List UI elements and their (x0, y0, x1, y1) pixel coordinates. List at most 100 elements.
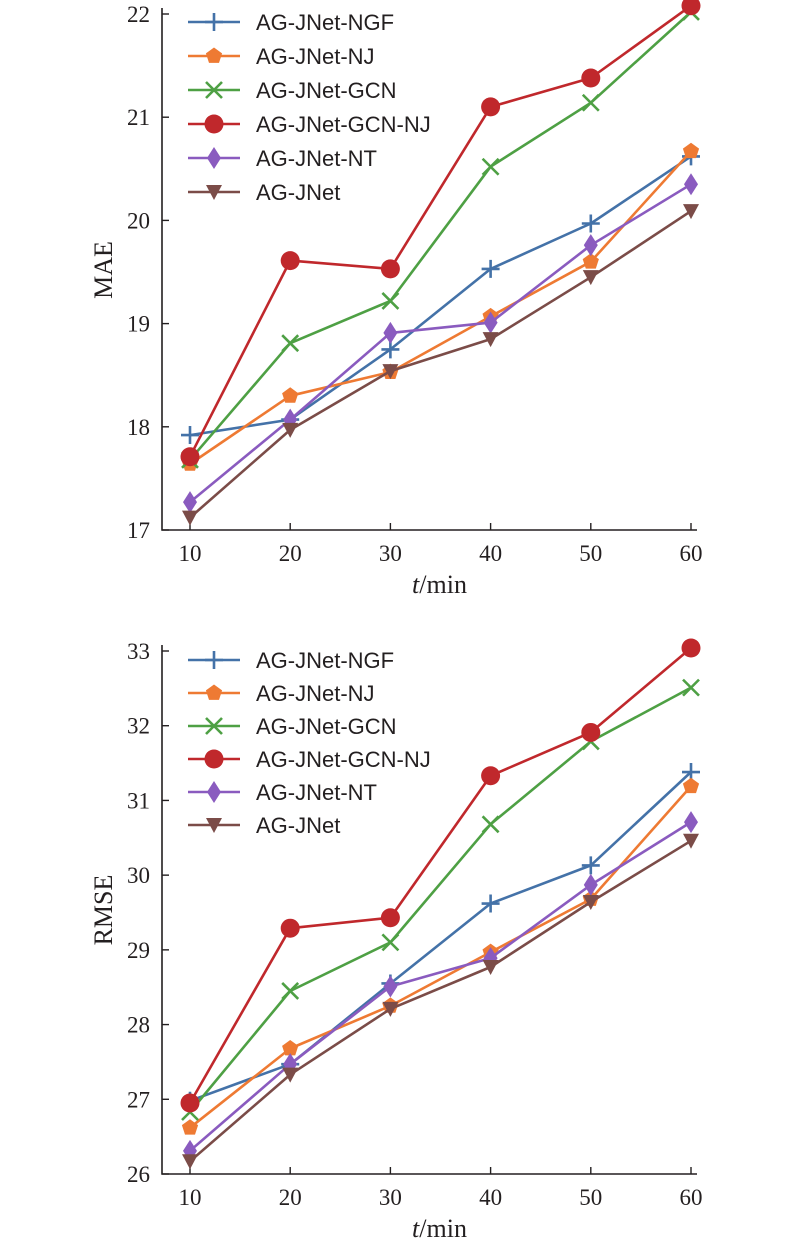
legend-item-ag-jnet-nj: AG-JNet-NJ (188, 681, 375, 706)
rmse-xtick-label: 40 (479, 1185, 502, 1210)
marker-ag-jnet-gcn-x (281, 334, 300, 353)
legend-item-ag-jnet: AG-JNet (188, 180, 340, 205)
marker-ag-jnet-gcn-nj-circle (204, 749, 224, 769)
mae-ytick-label: 17 (127, 518, 150, 543)
marker-ag-jnet-triangle (582, 270, 599, 286)
mae-series-ag-jnet (182, 204, 699, 526)
legend-label: AG-JNet-NGF (256, 10, 394, 35)
mae-legend: AG-JNet-NGF AG-JNet-NJ AG-JNet-GCN AG-JNet-… (188, 10, 431, 205)
legend-label: AG-JNet-GCN-NJ (256, 747, 431, 772)
mae-chart: 17 18 19 20 21 22 10 20 30 40 50 60 MAE t/min AG-JNet-… (89, 0, 703, 599)
marker-ag-jnet-triangle (382, 1001, 399, 1017)
marker-ag-jnet-gcn-nj-circle (681, 0, 701, 16)
marker-ag-jnet-gcn-x (281, 982, 300, 1000)
marker-ag-jnet-nt-diamond (183, 491, 197, 514)
mae-line-ag-jnet-gcn (189, 10, 692, 461)
marker-ag-jnet-nj-pentagon (205, 684, 223, 700)
rmse-xtick-label: 10 (179, 1185, 202, 1210)
marker-ag-jnet-triangle (282, 1067, 299, 1083)
mae-y-axis-title: MAE (89, 241, 118, 299)
legend-item-ag-jnet-gcn: AG-JNet-GCN (188, 714, 397, 739)
mae-line-ag-jnet (189, 210, 692, 519)
marker-ag-jnet-nt-diamond (684, 173, 698, 196)
legend-label: AG-JNet-NJ (256, 44, 375, 69)
legend-label: AG-JNet-NT (256, 146, 377, 171)
marker-ag-jnet-triangle (182, 1154, 198, 1170)
marker-ag-jnet-gcn-nj-circle (581, 68, 601, 88)
legend-item-ag-jnet-ngf: AG-JNet-NGF (188, 10, 394, 35)
rmse-axes (161, 645, 697, 1175)
marker-ag-jnet-gcn-x (682, 678, 700, 697)
legend-label: AG-JNet-NT (256, 780, 377, 805)
marker-ag-jnet-ngf-plus (481, 894, 500, 913)
marker-ag-jnet-gcn-nj-circle (380, 908, 400, 928)
marker-ag-jnet-gcn-nj-circle (581, 722, 601, 742)
mae-line-ag-jnet-nt (189, 183, 692, 504)
marker-ag-jnet-ngf-plus (581, 214, 600, 233)
rmse-legend: AG-JNet-NGF AG-JNet-NJ AG-JNet-GCN AG-JNet-… (188, 648, 431, 838)
legend-item-ag-jnet-nt: AG-JNet-NT (188, 146, 377, 171)
marker-ag-jnet-nt-diamond (383, 321, 398, 344)
marker-ag-jnet-gcn-x (205, 81, 223, 99)
marker-ag-jnet-ngf-plus (205, 13, 223, 31)
rmse-line-ag-jnet-nj (189, 785, 692, 1129)
mae-xtick-label: 60 (680, 541, 703, 566)
mae-axes (161, 8, 697, 531)
marker-ag-jnet-triangle (482, 332, 499, 348)
rmse-xtick-label: 20 (279, 1185, 302, 1210)
marker-ag-jnet-triangle (683, 204, 699, 220)
legend-item-ag-jnet: AG-JNet (188, 813, 340, 838)
legend-label: AG-JNet-GCN (256, 78, 397, 103)
marker-ag-jnet-nt-diamond (207, 781, 221, 803)
marker-ag-jnet-gcn-x (581, 93, 600, 112)
marker-ag-jnet-triangle (182, 510, 198, 526)
marker-ag-jnet-triangle (206, 185, 222, 200)
legend-label: AG-JNet (256, 180, 340, 205)
marker-ag-jnet-ngf-plus (181, 426, 199, 445)
marker-ag-jnet-gcn-nj-circle (280, 918, 300, 938)
mae-line-ag-jnet-gcn-nj (188, 4, 692, 458)
marker-ag-jnet-nj-pentagon (205, 47, 223, 63)
rmse-x-axis-title: t/min (412, 1214, 467, 1243)
mae-ytick-label: 18 (127, 415, 150, 440)
legend-item-ag-jnet-gcn-nj: AG-JNet-GCN-NJ (188, 112, 431, 137)
legend-item-ag-jnet-nt: AG-JNet-NT (188, 780, 377, 805)
marker-ag-jnet-ngf-plus (481, 259, 500, 278)
rmse-ytick-label: 27 (127, 1087, 150, 1112)
rmse-ytick-label: 28 (127, 1013, 150, 1038)
marker-ag-jnet-gcn-nj-circle (180, 447, 200, 467)
mae-series-ag-jnet-gcn-nj (180, 0, 701, 467)
marker-ag-jnet-triangle (582, 895, 599, 911)
rmse-series-ag-jnet (182, 833, 699, 1170)
marker-ag-jnet-nt-diamond (583, 234, 598, 257)
legend-item-ag-jnet-nj: AG-JNet-NJ (188, 44, 375, 69)
legend-label: AG-JNet-GCN-NJ (256, 112, 431, 137)
rmse-ytick-label: 30 (127, 863, 150, 888)
marker-ag-jnet-triangle (382, 364, 399, 380)
legend-item-ag-jnet-gcn: AG-JNet-GCN (188, 78, 397, 103)
marker-ag-jnet-triangle (482, 960, 499, 976)
marker-ag-jnet-gcn-x (481, 157, 500, 176)
marker-ag-jnet-triangle (206, 818, 222, 833)
mae-xtick-label: 10 (179, 541, 202, 566)
rmse-series-ag-jnet-gcn (181, 678, 700, 1121)
marker-ag-jnet-gcn-x (481, 815, 500, 834)
mae-x-axis-title: t/min (412, 570, 467, 599)
mae-series-ag-jnet-gcn (181, 3, 700, 469)
marker-ag-jnet-gcn-nj-circle (180, 1093, 200, 1113)
mae-ytick-label: 22 (127, 2, 150, 27)
marker-ag-jnet-gcn-x (381, 291, 400, 310)
marker-ag-jnet-gcn-nj-circle (280, 251, 300, 271)
mae-ytick-label: 21 (127, 105, 150, 130)
rmse-line-ag-jnet (189, 839, 692, 1163)
marker-ag-jnet-gcn-nj-circle (481, 766, 501, 786)
marker-ag-jnet-gcn-nj-circle (204, 114, 224, 134)
mae-xtick-label: 50 (579, 541, 602, 566)
marker-ag-jnet-triangle (282, 422, 299, 438)
marker-ag-jnet-nt-diamond (207, 147, 221, 169)
marker-ag-jnet-nj-pentagon (582, 253, 599, 269)
marker-ag-jnet-nt-diamond (583, 873, 598, 896)
marker-ag-jnet-nt-diamond (483, 311, 498, 334)
rmse-xtick-label: 60 (680, 1185, 703, 1210)
